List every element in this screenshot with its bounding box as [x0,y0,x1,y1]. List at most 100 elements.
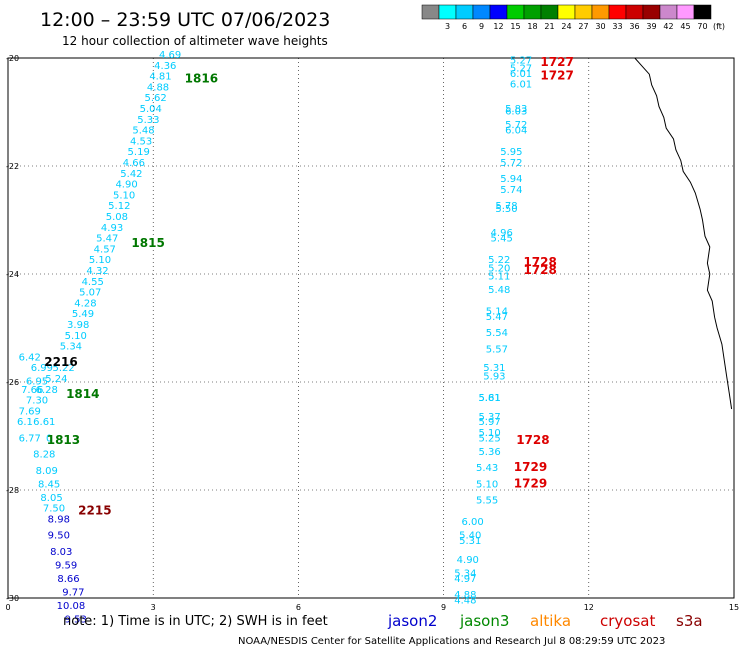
colorbar-tick-label: 39 [646,22,656,31]
wave-height-point: 9.59 [55,560,77,571]
axis-ticks: 0 3 6 9 12 15 -20 -22 -24 -26 -28 -30 [5,54,739,612]
wave-height-point: 6.28 [36,385,58,396]
colorbar-swatch [540,4,559,20]
pass-time-label: 1728 [523,255,556,269]
wave-height-point: 5.36 [478,447,500,458]
colorbar-unit: (ft) [713,22,725,31]
wave-height-point: 5.40 [459,531,481,542]
pass-time-label: 2215 [78,503,111,517]
x-tick-label: 15 [729,603,739,612]
x-tick-label: 0 [5,603,10,612]
wave-height-point: 10.08 [57,601,86,612]
colorbar-tick-label: 36 [629,22,639,31]
pass-time-label: 1727 [540,55,573,69]
wave-height-point: 5.08 [106,212,128,223]
plot-frame [7,57,735,599]
footer-note: note: 1) Time is in UTC; 2) SWH is in fe… [63,614,328,629]
colorbar-swatch [557,4,576,20]
colorbar-swatch [574,4,593,20]
colorbar-swatch [506,4,525,20]
wave-height-point: 4.96 [491,228,513,239]
wave-height-point: 5.54 [486,328,508,339]
wave-height-point: 5.78 [495,201,517,212]
wave-height-point: 4.93 [101,223,123,234]
colorbar-swatch [421,4,440,20]
colorbar-tick-label: 27 [578,22,588,31]
colorbar-swatch [523,4,542,20]
mission-legend: jason2 jason3 altika cryosat s3a [387,612,703,630]
wave-height-point: 5.72 [500,158,522,169]
wave-height-point: 6.99 [31,363,53,374]
pass-time-label: 1729 [514,476,547,490]
wave-height-point: 5.50 [495,204,517,215]
x-tick-label: 6 [296,603,301,612]
pass-labels: 1816181522161814181322151727172717281728… [44,55,574,517]
mission-altika: altika [530,612,571,630]
wave-height-point: 5.42 [120,169,142,180]
colorbar-tick-label: 45 [680,22,690,31]
colorbar-tick-label: 30 [595,22,605,31]
colorbar-swatch [608,4,627,20]
wave-height-point: 5.10 [476,479,498,490]
wave-height-point: 5.12 [108,201,130,212]
wave-height-point: 5.61 [478,393,500,404]
colorbar-swatch [455,4,474,20]
wave-height-point: 5.04 [140,104,162,115]
wave-height-point: 5.43 [476,463,498,474]
wave-height-point: 5.48 [132,126,154,137]
colorbar-swatch [438,4,457,20]
pass-time-label: 1813 [47,433,80,447]
wave-height-point: 5.31 [459,536,481,547]
pass-time-label: 1727 [540,69,573,83]
footer-credit: NOAA/NESDIS Center for Satellite Applica… [238,636,665,647]
wave-height-point: 6.1 [17,417,33,428]
wave-height-point: 6.77 [19,433,41,444]
wave-height-point: 5.47 [96,234,118,245]
wave-height-point: 6.00 [462,517,484,528]
mission-jason3: jason3 [459,612,509,630]
wave-height-point: 4.66 [123,158,145,169]
wave-height-point: 6.61 [33,417,55,428]
wave-height-point: 4.32 [86,266,108,277]
wave-height-point: 5.47 [486,312,508,323]
wave-height-point: 5.25 [478,433,500,444]
y-tick-label: -22 [6,162,19,171]
wave-height-point: 5.97 [478,417,500,428]
colorbar-swatch [642,4,661,20]
wave-height-point: 5.81 [478,393,500,404]
wave-height-point: 5.33 [137,115,159,126]
colorbar-tick-label: 12 [493,22,503,31]
wave-height-point: 4.28 [74,298,96,309]
colorbar-tick-label: 3 [445,22,450,31]
y-tick-label: -28 [6,486,19,495]
wave-height-point: 6.04 [505,126,527,137]
y-tick-label: -20 [6,54,19,63]
wave-height-point: 4.69 [159,50,181,61]
colorbar-tick-label: 9 [479,22,484,31]
wave-height-point: 8.05 [40,493,62,504]
colorbar-tick-label: 33 [612,22,622,31]
wave-height-point: 4.97 [454,574,476,585]
pass-time-label: 1816 [185,71,218,85]
wave-height-point: 5.31 [483,363,505,374]
colorbar-swatch [591,4,610,20]
wave-height-point: 5.93 [483,371,505,382]
coastline [634,57,733,410]
wave-height-point: 5.34 [454,568,476,579]
colorbar-tick-label: 21 [544,22,554,31]
chart-subtitle: 12 hour collection of altimeter wave hei… [62,34,328,48]
pass-time-label: 1728 [516,433,549,447]
wave-height-point: 5.55 [476,496,498,507]
wave-height-point: 5.20 [488,263,510,274]
wave-height-point: 7.69 [19,406,41,417]
colorbar-tick-label: 6 [462,22,467,31]
wave-height-point: 5.74 [500,185,522,196]
wave-height-point: 8.03 [50,547,72,558]
y-tick-label: -24 [6,270,19,279]
mission-jason2: jason2 [387,612,437,630]
wave-height-point: 5.07 [79,288,101,299]
colorbar-tick-label: 18 [527,22,537,31]
wave-height-point: 9.50 [48,531,70,542]
wave-height-point: 5.95 [500,147,522,158]
